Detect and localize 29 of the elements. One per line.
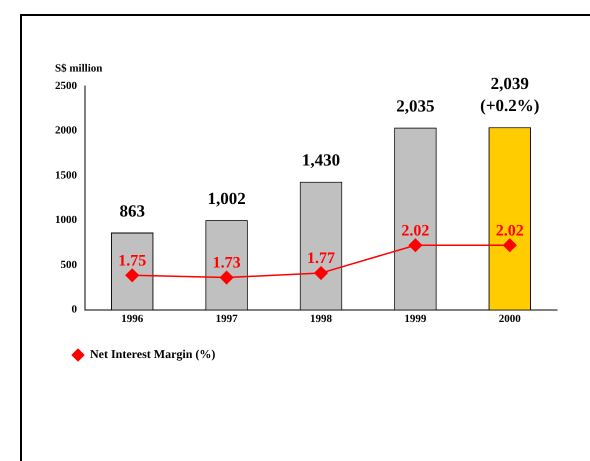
legend-label: Net Interest Margin (%) [90,347,216,362]
y-tick-label: 1500 [55,169,78,182]
y-tick-label: 500 [60,258,78,271]
data-label: 1.77 [307,250,335,268]
y-tick-label: 0 [72,304,78,316]
data-label: 2,039 (+0.2%) [480,74,540,116]
data-label: 1.73 [212,254,241,272]
data-label: 2,035 [396,96,435,116]
point [125,268,139,282]
data-label: 2.02 [401,222,430,240]
y-tick-label: 2500 [55,80,78,92]
x-tick-label: 1998 [310,313,332,326]
y-axis-title: S$ million [55,62,102,74]
x-tick-label: 1999 [404,313,427,326]
data-label: 1,430 [302,150,340,170]
data-label: 863 [119,201,145,220]
data-label: 1,002 [207,188,246,208]
point [503,238,517,252]
y-tick-label: 2000 [55,124,78,137]
frame: Net Interest Margin (%) 1996 1997 1998 1999 2000 0 500 1000 1500 2000 2500 863 1,002 1,430 2,035 2,039 (+0.2%) 1.75 1.73 1.77 2.02 2.02 S$ million [20,14,590,461]
point [314,266,328,280]
x-tick-label: 1996 [121,313,144,326]
point [220,270,234,284]
x-tick-label: 2000 [498,313,522,326]
y-tick-label: 1000 [55,214,78,226]
point [408,238,422,252]
data-label: 1.75 [118,252,146,270]
x-tick-label: 1997 [216,313,238,326]
data-label: 2.02 [496,222,524,240]
